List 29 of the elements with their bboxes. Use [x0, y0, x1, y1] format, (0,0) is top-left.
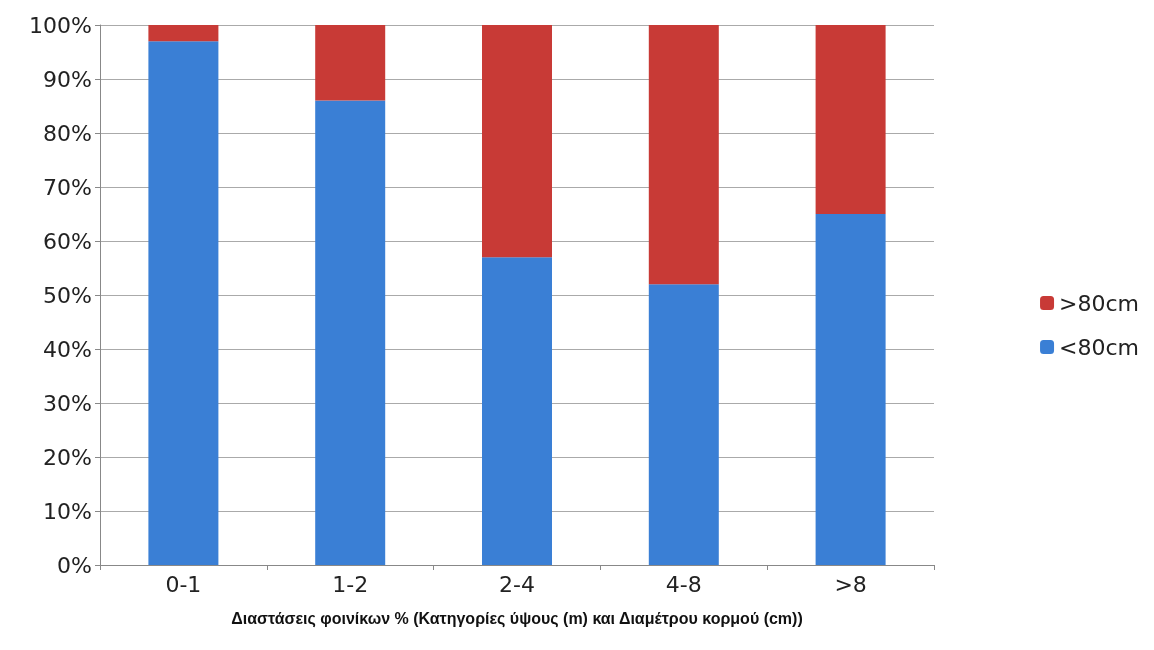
bar	[148, 41, 219, 565]
bar	[815, 25, 886, 214]
bar	[482, 257, 552, 565]
y-tick-label: 90%	[43, 66, 92, 92]
x-tick-label: 0-1	[165, 571, 202, 597]
y-tick-label: 30%	[43, 390, 92, 416]
y-tick-label: 40%	[43, 336, 92, 362]
bar	[482, 25, 552, 258]
legend-label: <80cm	[1059, 334, 1140, 360]
bar	[648, 284, 719, 565]
y-tick-label: 10%	[43, 498, 92, 524]
x-tick-label: 2-4	[499, 571, 535, 597]
y-tick-label: 20%	[43, 444, 92, 470]
y-tick-label: 80%	[43, 120, 92, 146]
x-axis-title: Διαστάσεις φοινίκων % (Κατηγορίες ύψους (m) και Διαμέτρου κορμού (cm))	[231, 609, 803, 628]
bar	[148, 25, 219, 42]
x-tick-label: 4-8	[665, 571, 702, 597]
bar	[815, 214, 886, 565]
y-tick-label: 50%	[43, 282, 92, 308]
legend-label: >80cm	[1059, 290, 1140, 316]
x-tick-label: >8	[834, 571, 867, 597]
y-tick-label: 0%	[57, 552, 92, 578]
bar	[315, 100, 386, 565]
bar	[315, 25, 386, 101]
x-tick-label: 1-2	[332, 571, 369, 597]
y-tick-label: 60%	[43, 228, 92, 254]
y-tick-label: 100%	[29, 12, 92, 38]
y-tick-label: 70%	[43, 174, 92, 200]
bar	[648, 25, 719, 285]
